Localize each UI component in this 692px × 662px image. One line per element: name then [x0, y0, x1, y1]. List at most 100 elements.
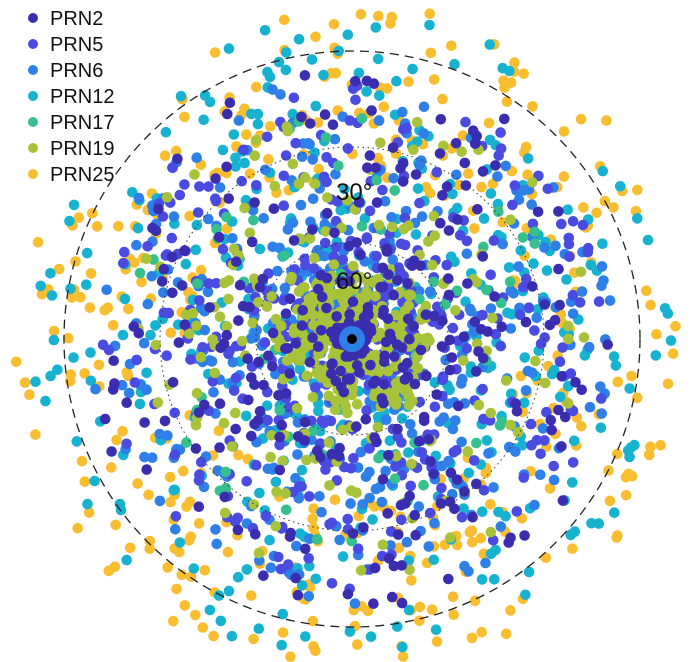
data-point-prn19 [505, 214, 516, 225]
data-point-prn6 [414, 286, 425, 297]
data-point-prn25 [604, 495, 616, 507]
data-point-prn2 [366, 105, 377, 116]
data-point-prn19 [293, 286, 305, 297]
data-point-prn17 [504, 276, 516, 288]
data-point-prn19 [323, 390, 335, 402]
data-point-prn12 [659, 303, 671, 314]
data-point-prn2 [121, 397, 132, 409]
data-point-prn2 [378, 304, 390, 316]
data-point-prn2 [218, 338, 230, 349]
data-point-prn12 [46, 290, 58, 301]
data-point-prn12 [493, 506, 504, 518]
legend-item-prn5: PRN5 [28, 34, 103, 56]
data-point-prn6 [380, 465, 391, 477]
data-point-prn12 [132, 222, 144, 234]
data-point-prn25 [19, 377, 31, 388]
legend-label: PRN12 [50, 86, 114, 108]
data-point-prn5 [321, 176, 332, 188]
data-point-prn12 [412, 183, 424, 194]
data-point-prn2 [249, 197, 260, 208]
data-point-prn5 [478, 485, 490, 496]
data-point-prn25 [144, 535, 156, 547]
data-point-prn25 [662, 378, 674, 390]
data-point-prn6 [529, 499, 540, 511]
data-point-prn2 [274, 431, 286, 443]
data-point-prn6 [451, 169, 462, 181]
data-point-prn19 [270, 520, 282, 532]
data-point-prn2 [510, 398, 522, 410]
data-point-prn25 [168, 615, 179, 627]
data-point-prn19 [277, 455, 288, 467]
data-point-prn2 [365, 325, 377, 337]
data-point-prn2 [344, 308, 356, 320]
data-point-prn12 [150, 320, 161, 331]
data-point-prn2 [176, 280, 188, 291]
legend-swatch [28, 39, 38, 49]
data-point-prn2 [560, 411, 571, 423]
data-point-prn2 [434, 148, 446, 159]
data-point-prn25 [483, 117, 495, 129]
data-point-prn19 [373, 219, 385, 231]
data-point-prn2 [190, 443, 202, 454]
data-point-prn12 [585, 259, 597, 271]
data-point-prn2 [344, 373, 356, 384]
data-point-prn12 [254, 487, 265, 499]
data-point-prn25 [184, 210, 195, 222]
data-point-prn6 [146, 452, 158, 464]
data-point-prn6 [355, 446, 367, 458]
data-point-prn6 [267, 84, 278, 95]
data-point-prn5 [361, 405, 372, 416]
data-point-prn2 [371, 197, 383, 208]
data-point-prn12 [241, 564, 253, 575]
data-point-prn2 [167, 377, 179, 388]
data-point-prn25 [162, 562, 173, 573]
data-point-prn5 [197, 342, 208, 353]
data-point-prn5 [129, 377, 141, 388]
data-point-prn5 [169, 407, 180, 419]
data-point-prn2 [307, 332, 319, 344]
data-point-prn5 [238, 144, 249, 156]
data-point-prn12 [478, 213, 490, 224]
data-point-prn2 [141, 464, 152, 475]
data-point-prn6 [531, 312, 542, 324]
data-point-prn12 [134, 398, 146, 410]
data-point-prn25 [48, 325, 60, 337]
data-point-prn25 [85, 268, 97, 279]
elevation-label-30: 30° [336, 179, 372, 206]
data-point-prn5 [448, 447, 460, 458]
data-point-prn19 [348, 284, 360, 295]
data-point-prn6 [291, 540, 302, 552]
data-point-prn19 [307, 392, 319, 403]
data-point-prn19 [386, 221, 398, 233]
data-point-prn6 [518, 185, 529, 196]
data-point-prn2 [370, 162, 382, 174]
elevation-ring-30 [159, 146, 545, 532]
data-point-prn19 [214, 311, 226, 323]
legend-item-prn17: PRN17 [28, 112, 114, 134]
data-point-prn19 [152, 397, 164, 408]
data-point-prn2 [387, 142, 399, 153]
data-point-prn12 [444, 384, 456, 396]
data-point-prn2 [443, 225, 455, 236]
data-point-prn6 [329, 133, 341, 145]
data-point-prn12 [492, 198, 504, 210]
data-point-prn25 [500, 628, 512, 640]
elevation-ring-0 [63, 50, 641, 628]
data-point-prn19 [219, 507, 231, 519]
data-point-prn5 [495, 127, 506, 138]
data-point-prn12 [565, 529, 576, 541]
data-point-prn19 [304, 233, 316, 244]
data-point-prn25 [386, 11, 398, 23]
data-point-prn6 [548, 474, 560, 486]
data-point-prn12 [81, 279, 92, 291]
data-point-prn5 [460, 116, 471, 128]
data-point-prn2 [545, 414, 557, 426]
data-point-prn2 [403, 313, 414, 325]
data-point-prn5 [350, 94, 361, 106]
data-point-prn2 [363, 309, 374, 321]
data-point-prn6 [345, 498, 356, 509]
data-point-prn2 [453, 400, 464, 412]
data-point-prn2 [365, 359, 376, 371]
data-point-prn5 [514, 309, 526, 321]
data-point-prn5 [461, 343, 473, 354]
